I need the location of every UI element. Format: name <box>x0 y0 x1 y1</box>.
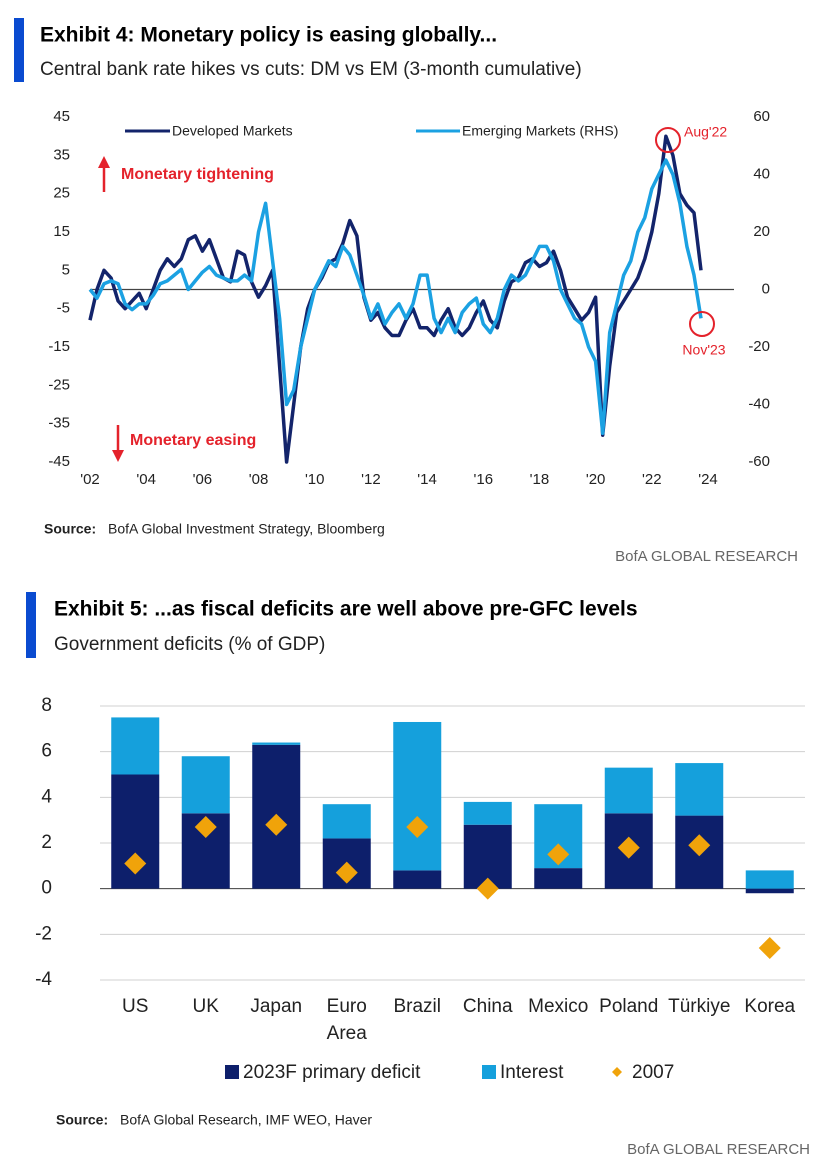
exhibit-title: Exhibit 4: Monetary policy is easing glo… <box>40 24 497 47</box>
diamond-marker <box>335 861 358 884</box>
x-tick-label: '10 <box>305 471 325 488</box>
x-tick-label: '14 <box>417 471 437 488</box>
bar <box>463 801 512 825</box>
arrow-head <box>112 450 124 462</box>
bar <box>745 888 794 894</box>
accent-bar <box>26 592 36 658</box>
y-tick-label: -4 <box>35 969 52 990</box>
y2-tick-label: -20 <box>748 338 770 355</box>
bar <box>745 870 794 889</box>
source-label: Source: <box>56 1112 108 1128</box>
y-tick-label: 35 <box>53 146 70 163</box>
source: BofA Global Investment Strategy, Bloombe… <box>108 521 385 537</box>
x-tick-label: Japan <box>250 996 302 1017</box>
y-tick-label: -5 <box>57 300 70 317</box>
bar <box>534 868 583 889</box>
bar <box>604 767 653 814</box>
legend-label: 2023F primary deficit <box>243 1062 421 1083</box>
bar <box>322 804 371 839</box>
y-tick-label: 25 <box>53 185 70 202</box>
diamond-marker <box>194 816 217 839</box>
series-line <box>88 158 703 436</box>
bar <box>393 870 442 889</box>
x-tick-label: '02 <box>80 471 100 488</box>
legend-label: Developed Markets <box>172 123 293 139</box>
y-tick-label: 5 <box>62 261 70 278</box>
legend-label: Interest <box>500 1062 564 1083</box>
y2-tick-label: -60 <box>748 453 770 470</box>
diamond-marker <box>124 852 147 875</box>
x-tick-label: '06 <box>193 471 213 488</box>
source-label: Source: <box>44 521 96 537</box>
x-tick-label: '18 <box>530 471 550 488</box>
y2-tick-label: 20 <box>753 223 770 240</box>
x-tick-label: US <box>122 996 148 1017</box>
x-tick-label: '22 <box>642 471 662 488</box>
x-tick-label: Türkiye <box>668 996 730 1017</box>
x-tick-label: '16 <box>473 471 493 488</box>
annotation: Monetary tightening <box>121 166 274 183</box>
legend-label: 2007 <box>632 1062 674 1083</box>
diamond-marker <box>265 813 288 836</box>
bar <box>252 742 301 745</box>
diamond-marker <box>617 836 640 859</box>
y-tick-label: -35 <box>48 415 70 432</box>
legend-swatch <box>482 1065 496 1079</box>
bar <box>675 763 724 816</box>
x-tick-label: Korea <box>744 996 795 1017</box>
x-tick-label: Poland <box>599 996 658 1017</box>
x-tick-label: '12 <box>361 471 381 488</box>
y-tick-label: -45 <box>48 453 70 470</box>
accent-bar <box>14 18 24 82</box>
exhibit-title: Exhibit 5: ...as fiscal deficits are wel… <box>54 598 638 621</box>
bar <box>181 756 230 814</box>
source: BofA Global Research, IMF WEO, Haver <box>120 1112 372 1128</box>
exhibit-subtitle: Government deficits (% of GDP) <box>54 634 325 655</box>
y2-tick-label: 0 <box>762 280 770 297</box>
x-tick-label: '24 <box>698 471 718 488</box>
y-tick-label: 6 <box>41 741 52 762</box>
y-tick-label: 4 <box>41 786 52 807</box>
annotation: Monetary easing <box>130 432 256 449</box>
x-tick-label: '20 <box>586 471 606 488</box>
exhibit-subtitle: Central bank rate hikes vs cuts: DM vs E… <box>40 59 582 80</box>
footer: BofA GLOBAL RESEARCH <box>627 1141 810 1158</box>
x-tick-label: '04 <box>136 471 156 488</box>
highlight <box>689 311 715 337</box>
x-tick-label: Euro Area <box>327 996 368 1044</box>
diamond-marker <box>688 834 711 857</box>
y-tick-label: 2 <box>41 832 52 853</box>
x-tick-label: UK <box>193 996 220 1017</box>
x-tick-label: Mexico <box>528 996 588 1017</box>
y-tick-label: 45 <box>53 108 70 125</box>
diamond-marker <box>476 877 499 900</box>
annotation: Nov'23 <box>682 342 725 358</box>
legend-swatch <box>612 1067 622 1077</box>
series-line <box>88 134 703 464</box>
x-tick-label: Brazil <box>393 996 441 1017</box>
arrow-head <box>98 156 110 168</box>
x-tick-label: '08 <box>249 471 269 488</box>
footer: BofA GLOBAL RESEARCH <box>615 548 798 565</box>
legend-label: Emerging Markets (RHS) <box>462 123 618 139</box>
y-tick-label: -15 <box>48 338 70 355</box>
y-tick-label: 0 <box>41 878 52 899</box>
y2-tick-label: -40 <box>748 395 770 412</box>
x-tick-label: China <box>463 996 513 1017</box>
diamond-marker <box>406 816 429 839</box>
legend-swatch <box>225 1065 239 1079</box>
bar <box>393 721 442 871</box>
y2-tick-label: 60 <box>753 108 770 125</box>
y-tick-label: -25 <box>48 376 70 393</box>
y-tick-label: -2 <box>35 923 52 944</box>
diamond-marker <box>758 937 781 960</box>
bar <box>111 717 160 775</box>
diamond-marker <box>547 843 570 866</box>
highlight <box>655 127 681 153</box>
y2-tick-label: 40 <box>753 165 770 182</box>
y-tick-label: 15 <box>53 223 70 240</box>
y-tick-label: 8 <box>41 695 52 716</box>
annotation: Aug'22 <box>684 124 727 140</box>
